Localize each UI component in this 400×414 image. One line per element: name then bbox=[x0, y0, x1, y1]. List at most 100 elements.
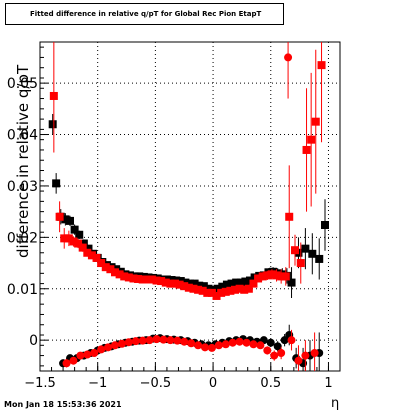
data-point-circle bbox=[152, 335, 161, 344]
data-point-square bbox=[232, 278, 241, 287]
x-axis-label: η bbox=[331, 396, 340, 411]
data-point-square bbox=[198, 286, 207, 295]
data-point-circle bbox=[159, 335, 168, 344]
data-point-square bbox=[258, 272, 267, 281]
data-point-square bbox=[70, 225, 79, 234]
data-point-circle bbox=[62, 359, 71, 368]
data-point-square bbox=[203, 288, 212, 297]
data-point-square bbox=[79, 239, 88, 248]
data-point-square bbox=[161, 278, 170, 287]
data-point-circle bbox=[83, 350, 92, 359]
data-point-square bbox=[74, 239, 83, 248]
x-tick-label: 0.5 bbox=[260, 376, 281, 391]
data-point-square bbox=[311, 117, 320, 126]
data-point-circle bbox=[310, 349, 319, 358]
data-point-circle bbox=[256, 341, 265, 350]
data-point-circle bbox=[138, 336, 147, 345]
data-point-square bbox=[194, 285, 203, 294]
data-point-square bbox=[267, 270, 276, 279]
data-point-square bbox=[157, 277, 166, 286]
data-point-square bbox=[321, 221, 329, 230]
chart-title: Fitted difference in relative q/pT for G… bbox=[5, 3, 284, 25]
data-point-circle bbox=[214, 341, 223, 350]
data-markers bbox=[48, 42, 329, 371]
data-point-circle bbox=[294, 356, 303, 365]
data-point-square bbox=[218, 282, 227, 291]
data-point-circle bbox=[201, 343, 209, 352]
x-tick-label: −0.5 bbox=[140, 376, 172, 391]
data-point-square bbox=[189, 284, 198, 293]
data-point-circle bbox=[228, 338, 237, 347]
data-point-square bbox=[281, 272, 290, 281]
data-point-square bbox=[308, 249, 317, 258]
data-point-circle bbox=[242, 338, 251, 347]
data-point-square bbox=[217, 288, 226, 297]
plot-frame bbox=[39, 41, 341, 372]
data-point-circle bbox=[194, 341, 203, 350]
data-point-circle bbox=[173, 336, 182, 345]
data-point-square bbox=[254, 274, 263, 283]
data-point-square bbox=[221, 287, 230, 296]
y-tick-label: 0.01 bbox=[7, 282, 38, 298]
data-point-square bbox=[199, 282, 208, 291]
data-point-square bbox=[195, 281, 204, 290]
data-point-circle bbox=[301, 351, 310, 360]
data-point-circle bbox=[180, 337, 189, 346]
data-point-square bbox=[226, 286, 235, 295]
data-point-square bbox=[249, 279, 258, 288]
x-tick-label: −1 bbox=[88, 376, 107, 391]
data-point-square bbox=[240, 285, 249, 294]
x-tick-label: −1.5 bbox=[24, 376, 56, 391]
data-point-square bbox=[84, 244, 93, 253]
data-point-square bbox=[111, 268, 119, 277]
data-point-square bbox=[190, 279, 199, 288]
data-point-circle bbox=[124, 338, 133, 347]
y-tick-label: 0.05 bbox=[7, 76, 38, 92]
data-point-square bbox=[263, 271, 272, 280]
data-point-circle bbox=[277, 349, 286, 358]
data-point-square bbox=[227, 279, 236, 288]
data-point-square bbox=[222, 280, 231, 289]
data-point-square bbox=[55, 212, 64, 221]
data-point-circle bbox=[69, 356, 78, 365]
data-point-circle bbox=[104, 343, 113, 352]
data-point-square bbox=[175, 280, 184, 289]
y-tick-label: 0.04 bbox=[7, 128, 38, 144]
x-tick-label: 0 bbox=[209, 376, 217, 391]
data-point-square bbox=[143, 275, 152, 284]
grid bbox=[40, 42, 340, 371]
timestamp: Mon Jan 18 15:53:36 2021 bbox=[4, 400, 122, 409]
data-point-square bbox=[207, 288, 216, 297]
data-point-square bbox=[134, 274, 143, 283]
data-point-square bbox=[184, 283, 193, 292]
data-point-square bbox=[101, 263, 110, 272]
data-point-square bbox=[61, 215, 70, 224]
data-point-square bbox=[204, 284, 213, 293]
data-point-square bbox=[235, 284, 244, 293]
data-point-square bbox=[212, 291, 221, 300]
data-point-square bbox=[138, 275, 147, 284]
data-point-square bbox=[285, 212, 294, 221]
y-tick-label: 0.03 bbox=[7, 179, 38, 195]
data-point-square bbox=[301, 244, 310, 253]
data-point-square bbox=[317, 61, 326, 70]
data-point-square bbox=[48, 120, 57, 129]
data-point-square bbox=[120, 272, 129, 281]
data-point-square bbox=[302, 145, 311, 154]
data-point-square bbox=[83, 248, 92, 257]
data-point-square bbox=[287, 278, 296, 287]
data-point-circle bbox=[166, 336, 175, 345]
data-point-square bbox=[129, 274, 138, 283]
data-point-circle bbox=[117, 339, 126, 348]
data-point-square bbox=[291, 246, 299, 255]
data-point-square bbox=[231, 285, 239, 294]
data-point-square bbox=[277, 272, 286, 281]
y-axis-label: difference in relative q/pT bbox=[14, 64, 32, 258]
axis-ticks bbox=[39, 46, 341, 371]
data-point-square bbox=[147, 275, 156, 284]
data-point-square bbox=[75, 230, 84, 239]
data-point-circle bbox=[111, 341, 119, 350]
data-point-square bbox=[78, 243, 87, 252]
data-point-square bbox=[66, 216, 74, 225]
